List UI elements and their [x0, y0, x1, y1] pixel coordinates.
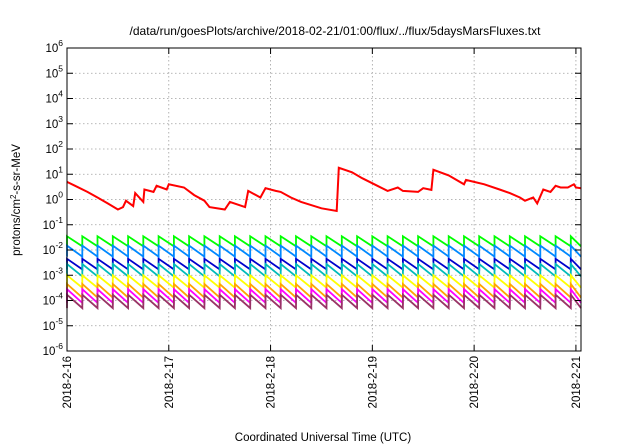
series-line-3 [66, 243, 582, 259]
y-tick-label: 10-2 [43, 240, 64, 257]
x-axis-label: Coordinated Universal Time (UTC) [235, 432, 412, 444]
data-series [66, 166, 582, 311]
x-tick-label: 2018-2-16 [62, 356, 74, 408]
series-line-2 [66, 234, 582, 248]
axis-ticks: 10-6 10-5 10-4 10-3 10-2 10-1 100 101 102 103 104 1… [43, 38, 583, 408]
y-tick-label: 104 [45, 89, 63, 106]
series-line-9 [66, 292, 582, 311]
x-tick-label: 2018-2-20 [469, 356, 481, 408]
series-line-1 [66, 166, 582, 213]
y-tick-label: 106 [45, 38, 63, 55]
y-tick-label: 103 [45, 114, 63, 131]
y-tick-label: 101 [45, 164, 63, 181]
y-tick-label: 10-6 [43, 341, 64, 358]
x-tick-label: 2018-2-19 [367, 356, 379, 408]
y-axis-label-rest: -s-sr-MeV [11, 144, 23, 195]
y-axis-label: protons/cm2-s-sr-MeV [9, 144, 23, 256]
y-tick-label: 10-3 [43, 265, 64, 282]
x-tick-label: 2018-2-18 [266, 356, 278, 408]
y-tick-label: 100 [45, 190, 63, 207]
y-tick-label: 10-1 [43, 215, 64, 232]
y-tick-label: 105 [45, 63, 63, 80]
y-axis-label-sup: 2 [9, 194, 18, 199]
y-axis-label-base: protons/cm [11, 199, 23, 256]
x-tick-label: 2018-2-21 [571, 356, 583, 408]
y-tick-label: 10-4 [43, 291, 64, 308]
chart-title: /data/run/goesPlots/archive/2018-02-21/0… [130, 24, 542, 38]
y-tick-label: 10-5 [43, 316, 64, 333]
y-tick-label: 102 [45, 139, 63, 156]
x-tick-label: 2018-2-17 [164, 356, 176, 408]
